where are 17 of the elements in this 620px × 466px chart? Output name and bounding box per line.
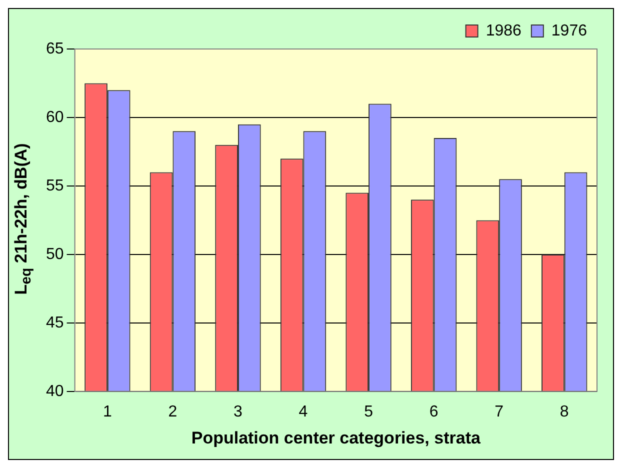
x-tick-label: 5 (364, 403, 374, 420)
y-tick-label: 50 (46, 246, 64, 263)
x-tick-label: 2 (168, 403, 178, 420)
x-tick-label: 3 (234, 403, 243, 420)
x-tick-label: 4 (298, 403, 308, 420)
y-tick-label: 40 (46, 382, 64, 400)
x-axis-title: Population center categories, strata (191, 428, 481, 448)
y-tick-label: 60 (46, 108, 64, 126)
y-tick-label: 65 (46, 40, 64, 58)
x-tick-label: 8 (560, 403, 569, 420)
x-tick-label: 7 (494, 403, 504, 420)
y-tick-label: 45 (46, 314, 64, 332)
x-tick-label: 6 (429, 403, 438, 420)
x-tick-label: 1 (102, 403, 112, 420)
y-tick-label: 55 (46, 177, 64, 194)
legend-label: 1986 (486, 22, 522, 40)
legend-label: 1976 (551, 22, 588, 40)
